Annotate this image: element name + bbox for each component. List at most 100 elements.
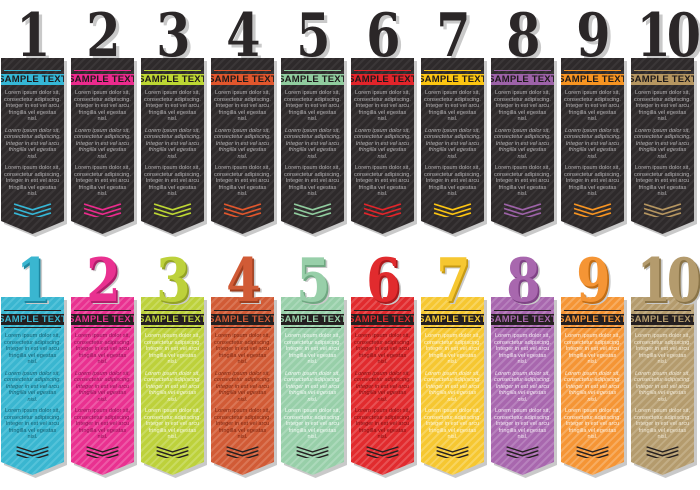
lorem-paragraph: Lorem ipsum dolor sit, consectetur adipi… xyxy=(494,90,551,123)
lorem-paragraph: Lorem ipsum dolor sit, consectetur adipi… xyxy=(564,90,621,123)
lorem-paragraph-italic: Lorem ipsum dolor sit, consectetur adipi… xyxy=(74,127,131,160)
banner-shadow: SAMPLE TEXT Lorem ipsum dolor sit, consec… xyxy=(1,58,64,234)
lorem-paragraph-italic: Lorem ipsum dolor sit, consectetur adipi… xyxy=(4,370,61,403)
lorem-paragraph: Lorem ipsum dolor sit, consectetur adipi… xyxy=(144,408,201,441)
banner-body: SAMPLE TEXT Lorem ipsum dolor sit, consec… xyxy=(211,58,274,234)
sample-text-label: SAMPLE TEXT xyxy=(68,74,137,86)
accent-line-top xyxy=(424,70,481,71)
sample-text-label: SAMPLE TEXT xyxy=(348,74,417,86)
lorem-paragraph: Lorem ipsum dolor sit, consectetur adipi… xyxy=(424,165,481,198)
lorem-text-block: Lorem ipsum dolor sit, consectetur adipi… xyxy=(1,90,64,202)
chevron-stripes-icon xyxy=(424,203,481,217)
sample-text-label: SAMPLE TEXT xyxy=(138,74,207,86)
lorem-text-block: Lorem ipsum dolor sit, consectetur adipi… xyxy=(421,333,484,445)
lorem-paragraph: Lorem ipsum dolor sit, consectetur adipi… xyxy=(284,333,341,366)
lorem-text-block: Lorem ipsum dolor sit, consectetur adipi… xyxy=(561,333,624,445)
lorem-paragraph: Lorem ipsum dolor sit, consectetur adipi… xyxy=(74,408,131,441)
lorem-paragraph-italic: Lorem ipsum dolor sit, consectetur adipi… xyxy=(144,127,201,160)
banner-number: 2 xyxy=(86,246,120,316)
lorem-paragraph: Lorem ipsum dolor sit, consectetur adipi… xyxy=(424,408,481,441)
chevron-stripes-icon xyxy=(284,446,341,458)
lorem-paragraph: Lorem ipsum dolor sit, consectetur adipi… xyxy=(354,333,411,366)
lorem-paragraph-italic: Lorem ipsum dolor sit, consectetur adipi… xyxy=(354,127,411,160)
sample-text-bar: SAMPLE TEXT xyxy=(421,74,484,85)
chevron-stripes-icon xyxy=(74,446,131,458)
lorem-text-block: Lorem ipsum dolor sit, consectetur adipi… xyxy=(281,333,344,445)
sample-text-bar: SAMPLE TEXT xyxy=(71,314,134,325)
accent-line-top xyxy=(284,70,341,71)
chevron-stripes-icon xyxy=(214,446,271,458)
sample-text-label: SAMPLE TEXT xyxy=(628,74,697,86)
accent-line-top xyxy=(74,310,131,311)
sample-text-bar: SAMPLE TEXT xyxy=(141,74,204,85)
dark-banners-row: 1 SAMPLE TEXT Lorem ipsum dolor sit, conse… xyxy=(1,0,700,234)
lorem-text-block: Lorem ipsum dolor sit, consectetur adipi… xyxy=(421,90,484,202)
banner-colored-9: 9 SAMPLE TEXT Lorem ipsum dolor sit, conse… xyxy=(561,245,624,475)
sample-text-bar: SAMPLE TEXT xyxy=(351,74,414,85)
accent-line-bottom xyxy=(284,327,341,328)
banner-shadow: SAMPLE TEXT Lorem ipsum dolor sit, consec… xyxy=(351,297,414,475)
lorem-text-block: Lorem ipsum dolor sit, consectetur adipi… xyxy=(141,333,204,445)
banner-number: 5 xyxy=(296,246,330,316)
lorem-paragraph: Lorem ipsum dolor sit, consectetur adipi… xyxy=(74,333,131,366)
accent-line-bottom xyxy=(424,327,481,328)
accent-line-top xyxy=(144,70,201,71)
banner-shadow: SAMPLE TEXT Lorem ipsum dolor sit, consec… xyxy=(561,297,624,475)
sample-text-bar: SAMPLE TEXT xyxy=(211,74,274,85)
lorem-paragraph-italic: Lorem ipsum dolor sit, consectetur adipi… xyxy=(74,370,131,403)
accent-line-bottom xyxy=(144,327,201,328)
banner-body: SAMPLE TEXT Lorem ipsum dolor sit, consec… xyxy=(211,297,274,475)
accent-line-top xyxy=(494,310,551,311)
lorem-text-block: Lorem ipsum dolor sit, consectetur adipi… xyxy=(1,333,64,445)
banner-colored-4: 4 SAMPLE TEXT Lorem ipsum dolor sit, conse… xyxy=(211,245,274,475)
banner-dark-8: 8 SAMPLE TEXT Lorem ipsum dolor sit, conse… xyxy=(491,0,554,234)
sample-text-bar: SAMPLE TEXT xyxy=(351,314,414,325)
lorem-text-block: Lorem ipsum dolor sit, consectetur adipi… xyxy=(211,90,274,202)
sample-text-bar: SAMPLE TEXT xyxy=(561,314,624,325)
accent-line-top xyxy=(4,310,61,311)
banner-number: 4 xyxy=(226,246,260,316)
lorem-paragraph-italic: Lorem ipsum dolor sit, consectetur adipi… xyxy=(214,127,271,160)
sample-text-label: SAMPLE TEXT xyxy=(0,74,67,86)
banner-body: SAMPLE TEXT Lorem ipsum dolor sit, consec… xyxy=(491,297,554,475)
banner-number: 10 xyxy=(636,246,700,316)
banner-number: 3 xyxy=(156,246,190,316)
lorem-paragraph: Lorem ipsum dolor sit, consectetur adipi… xyxy=(144,165,201,198)
banner-body: SAMPLE TEXT Lorem ipsum dolor sit, consec… xyxy=(351,58,414,234)
banner-body: SAMPLE TEXT Lorem ipsum dolor sit, consec… xyxy=(71,58,134,234)
lorem-paragraph: Lorem ipsum dolor sit, consectetur adipi… xyxy=(4,165,61,198)
banner-shadow: SAMPLE TEXT Lorem ipsum dolor sit, consec… xyxy=(351,58,414,234)
lorem-paragraph: Lorem ipsum dolor sit, consectetur adipi… xyxy=(634,333,691,366)
banner-colored-6: 6 SAMPLE TEXT Lorem ipsum dolor sit, conse… xyxy=(351,245,414,475)
chevron-stripes-icon xyxy=(494,446,551,458)
sample-text-bar: SAMPLE TEXT xyxy=(491,74,554,85)
banner-shadow: SAMPLE TEXT Lorem ipsum dolor sit, consec… xyxy=(141,297,204,475)
sample-text-label: SAMPLE TEXT xyxy=(558,74,627,86)
sample-text-bar: SAMPLE TEXT xyxy=(281,314,344,325)
accent-line-top xyxy=(4,70,61,71)
accent-line-top xyxy=(284,310,341,311)
banner-body: SAMPLE TEXT Lorem ipsum dolor sit, consec… xyxy=(281,297,344,475)
lorem-paragraph: Lorem ipsum dolor sit, consectetur adipi… xyxy=(354,90,411,123)
banner-dark-2: 2 SAMPLE TEXT Lorem ipsum dolor sit, conse… xyxy=(71,0,134,234)
lorem-paragraph: Lorem ipsum dolor sit, consectetur adipi… xyxy=(494,165,551,198)
accent-line-top xyxy=(494,70,551,71)
sample-text-label: SAMPLE TEXT xyxy=(0,314,67,326)
accent-line-top xyxy=(74,70,131,71)
lorem-paragraph: Lorem ipsum dolor sit, consectetur adipi… xyxy=(564,408,621,441)
lorem-paragraph: Lorem ipsum dolor sit, consectetur adipi… xyxy=(354,408,411,441)
sample-text-bar: SAMPLE TEXT xyxy=(561,74,624,85)
banner-colored-3: 3 SAMPLE TEXT Lorem ipsum dolor sit, conse… xyxy=(141,245,204,475)
lorem-paragraph: Lorem ipsum dolor sit, consectetur adipi… xyxy=(214,90,271,123)
chevron-stripes-icon xyxy=(4,203,61,217)
lorem-text-block: Lorem ipsum dolor sit, consectetur adipi… xyxy=(141,90,204,202)
chevron-stripes-icon xyxy=(494,203,551,217)
lorem-paragraph: Lorem ipsum dolor sit, consectetur adipi… xyxy=(4,408,61,441)
lorem-paragraph: Lorem ipsum dolor sit, consectetur adipi… xyxy=(284,165,341,198)
sample-text-label: SAMPLE TEXT xyxy=(418,74,487,86)
banner-number: 6 xyxy=(366,246,400,316)
sample-text-label: SAMPLE TEXT xyxy=(208,74,277,86)
lorem-paragraph: Lorem ipsum dolor sit, consectetur adipi… xyxy=(634,90,691,123)
chevron-stripes-icon xyxy=(634,203,691,217)
